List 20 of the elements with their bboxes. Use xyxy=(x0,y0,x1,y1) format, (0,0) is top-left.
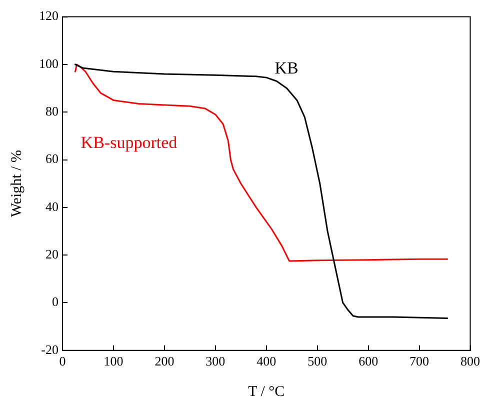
x-tick-label: 700 xyxy=(410,354,430,369)
x-tick-label: 600 xyxy=(358,354,378,369)
y-axis-title: Weight / % xyxy=(8,150,25,218)
x-axis-title: T / °C xyxy=(248,384,285,400)
x-tick-label: 400 xyxy=(256,354,276,369)
series-label: KB-supported xyxy=(80,133,178,152)
x-tick-label: 100 xyxy=(104,354,124,369)
x-tick-label: 200 xyxy=(154,354,174,369)
y-tick-label: -20 xyxy=(41,342,58,357)
y-tick-label: 40 xyxy=(46,198,58,214)
y-tick-label: 60 xyxy=(46,151,58,166)
series-label: KB xyxy=(274,58,298,78)
y-tick-label: 80 xyxy=(46,104,58,119)
y-tick-label: 0 xyxy=(52,294,58,310)
y-tick-label: 100 xyxy=(39,56,58,71)
x-tick-label: 300 xyxy=(206,354,226,369)
y-tick-label: 120 xyxy=(39,8,58,24)
x-tick-label: 800 xyxy=(460,354,480,369)
x-tick-label: 500 xyxy=(308,354,328,369)
y-tick-label: 20 xyxy=(46,246,58,262)
